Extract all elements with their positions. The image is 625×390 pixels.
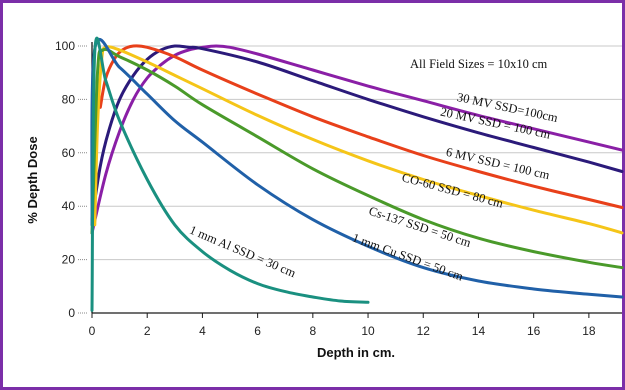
x-axis-title: Depth in cm. — [317, 345, 395, 360]
y-tick-label: 0 — [68, 306, 75, 320]
curve-co60 — [93, 45, 624, 235]
y-tick-label: 60 — [62, 146, 76, 160]
curve-al — [90, 36, 370, 312]
y-tick-label: 80 — [62, 92, 76, 106]
x-tick-label: 10 — [361, 324, 375, 338]
y-tick-label: 20 — [62, 253, 76, 267]
x-tick-label: 14 — [472, 324, 486, 338]
curve-20mv — [90, 44, 624, 222]
x-tick-label: 0 — [89, 324, 96, 338]
x-tick-label: 4 — [199, 324, 206, 338]
curve-30mv — [90, 44, 624, 235]
y-tick-label: 100 — [55, 39, 75, 53]
curve-cu — [90, 38, 624, 299]
y-tick-label: 40 — [62, 199, 76, 213]
x-tick-label: 16 — [527, 324, 541, 338]
x-tick-label: 12 — [417, 324, 431, 338]
curve-cs137 — [90, 47, 624, 270]
x-tick-label: 2 — [144, 324, 151, 338]
x-tick-label: 8 — [309, 324, 316, 338]
x-tick-label: 18 — [582, 324, 596, 338]
y-axis-title: % Depth Dose — [25, 136, 40, 223]
curves — [90, 36, 624, 312]
field-size-note: All Field Sizes = 10x10 cm — [410, 57, 548, 71]
curve-6mv — [98, 44, 624, 209]
x-tick-label: 6 — [254, 324, 261, 338]
